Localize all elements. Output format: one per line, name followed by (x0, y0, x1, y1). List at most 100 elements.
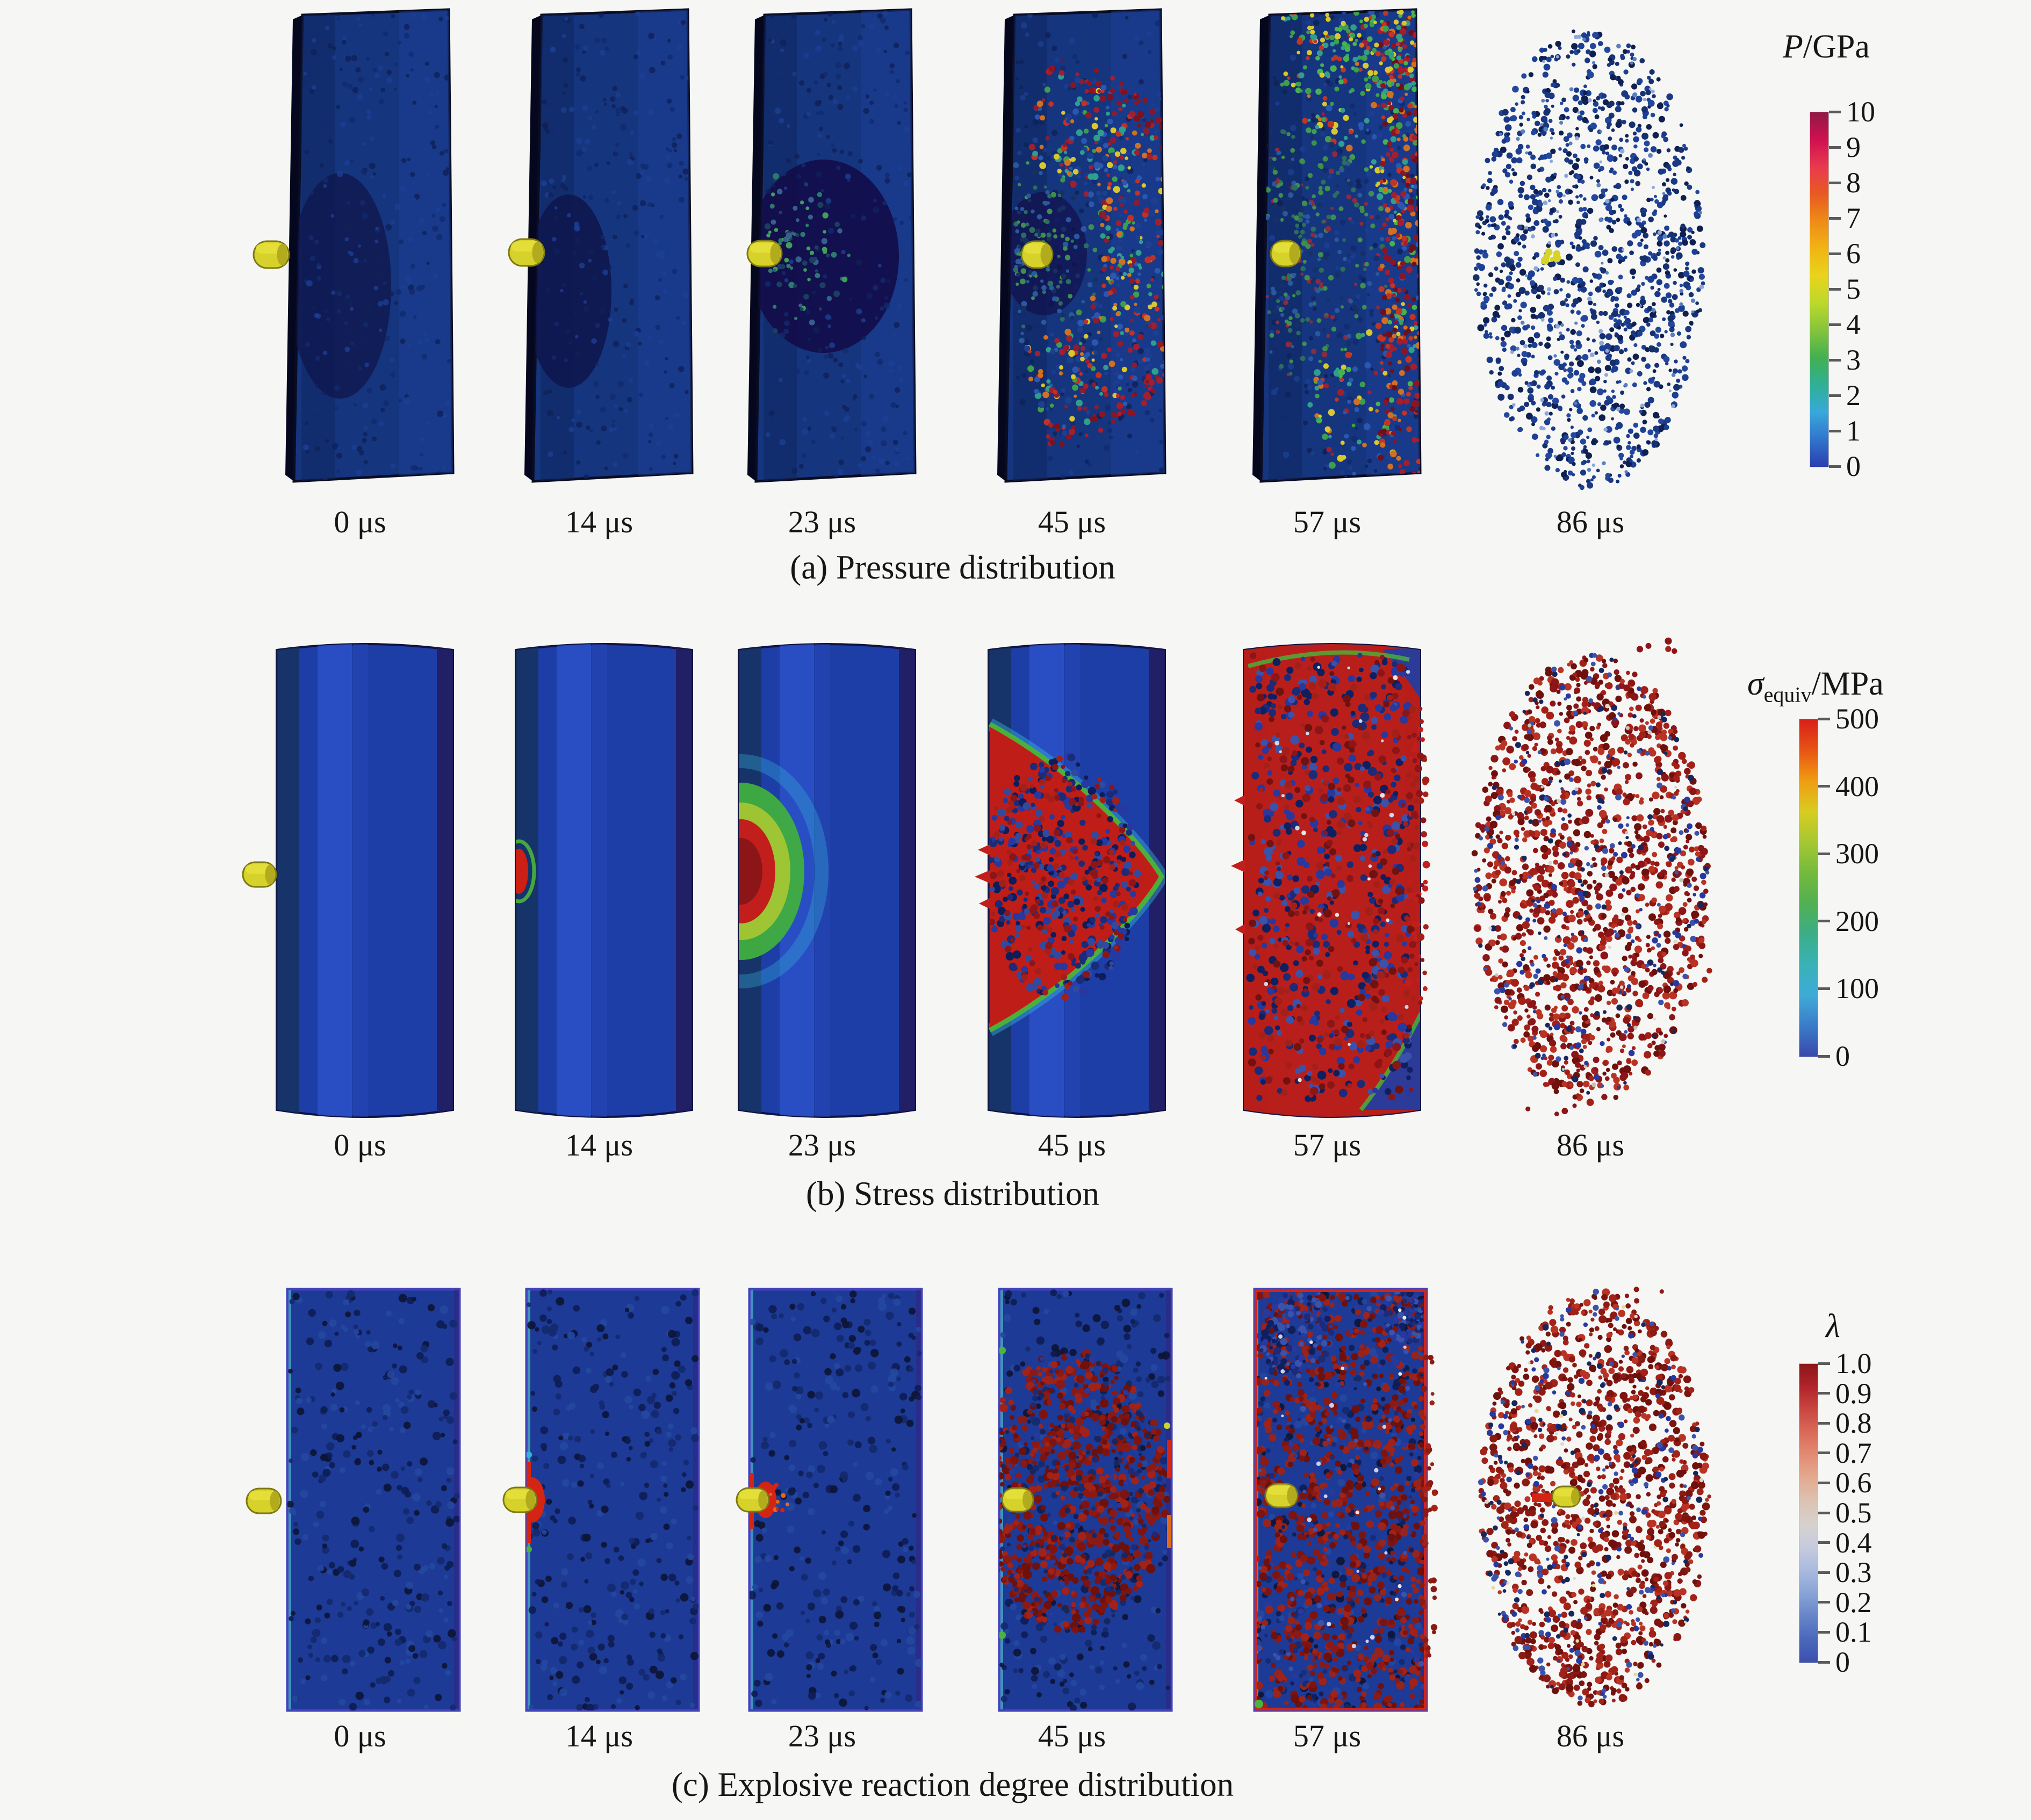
sim-render (1231, 643, 1430, 1118)
tick-mark (1818, 1481, 1830, 1484)
time-label: 14 μs (565, 1718, 633, 1753)
sim-render (242, 643, 454, 1118)
tick-label: 10 (1846, 96, 1875, 128)
tick-label: 1.0 (1835, 1347, 1872, 1380)
tick-label: 200 (1835, 905, 1879, 937)
colorbar-title-stress: σequiv/MPa (1747, 665, 1884, 707)
tick-mark (1829, 394, 1841, 397)
tick-label: 0 (1846, 450, 1861, 482)
time-label: 45 μs (1038, 1128, 1106, 1162)
sim-render (997, 8, 1166, 483)
sim-render (1252, 8, 1422, 483)
tick-label: 100 (1835, 972, 1879, 1005)
time-label: 14 μs (565, 504, 633, 539)
snapshot-stress-45us (950, 634, 1194, 1125)
tick-mark (1829, 465, 1841, 468)
colorbar-ticks-stress: 500 400 300 200 100 0 (1818, 704, 1926, 1071)
time-label: 57 μs (1293, 504, 1362, 539)
snapshot-stress-14us (477, 634, 722, 1125)
time-label: 57 μs (1293, 1128, 1362, 1162)
colorbar-stress (1799, 719, 1818, 1057)
symbol: σ (1747, 666, 1764, 702)
sim-render (736, 1288, 923, 1712)
sim-render (246, 1288, 461, 1712)
tick-mark (1818, 1571, 1830, 1574)
tick-label: 0.5 (1835, 1497, 1872, 1529)
tick-mark (1829, 216, 1841, 220)
sim-render (738, 643, 916, 1118)
tick-label: 8 (1846, 167, 1861, 199)
tick-label: 400 (1835, 770, 1879, 803)
tick-label: 300 (1835, 837, 1879, 870)
time-label: 23 μs (788, 504, 856, 539)
tick-label: 2 (1846, 379, 1861, 411)
tick-mark (1818, 1362, 1830, 1365)
tick-mark (1829, 146, 1841, 149)
time-label: 45 μs (1038, 1718, 1106, 1753)
sim-render (746, 8, 917, 483)
colorbar-title-pressure: P/GPa (1783, 28, 1870, 70)
colorbar-ticks-pressure: 10 9 8 7 6 5 4 3 2 1 0 (1829, 97, 1936, 481)
tick-mark (1818, 1451, 1830, 1455)
tick-label: 1 (1846, 415, 1861, 447)
snapshot-pressure-45us (950, 6, 1194, 514)
symbol-sub: equiv (1763, 682, 1812, 707)
snapshot-pressure-14us (477, 6, 722, 514)
sim-render (515, 643, 693, 1118)
time-label: 57 μs (1293, 1718, 1362, 1753)
tick-label: 500 (1835, 703, 1879, 735)
colorbar-ticks-reaction: 1.0 0.9 0.8 0.7 0.6 0.5 0.4 0.3 0.2 0.1 … (1818, 1349, 1926, 1677)
time-label: 0 μs (334, 1718, 386, 1753)
subfigure-caption: (a) Pressure distribution (790, 548, 1115, 586)
sim-render (508, 8, 694, 483)
tick-mark (1829, 358, 1841, 362)
tick-mark (1818, 1421, 1830, 1425)
tick-label: 0.2 (1835, 1586, 1872, 1619)
tick-label: 9 (1846, 131, 1861, 163)
colorbar-reaction (1799, 1363, 1818, 1663)
sim-render (502, 1288, 700, 1712)
tick-label: 0 (1835, 1040, 1850, 1072)
snapshot-reaction-14us (477, 1285, 722, 1715)
colorbar-title-reaction: λ (1826, 1308, 1840, 1349)
snapshot-pressure-86us (1468, 6, 1713, 514)
tick-mark (1818, 852, 1830, 855)
tick-label: 0.6 (1835, 1467, 1872, 1499)
tick-label: 0.4 (1835, 1526, 1872, 1559)
symbol: P (1783, 28, 1803, 65)
tick-label: 0 (1835, 1646, 1850, 1678)
tick-label: 0.8 (1835, 1407, 1872, 1440)
snapshot-pressure-0us (238, 6, 482, 514)
tick-mark (1818, 1630, 1830, 1634)
time-label: 45 μs (1038, 504, 1106, 539)
time-label: 0 μs (334, 1128, 386, 1162)
sim-render (1253, 1288, 1438, 1712)
unit: /GPa (1803, 28, 1870, 65)
tick-mark (1818, 1511, 1830, 1514)
sim-render (1471, 637, 1712, 1117)
time-label: 0 μs (334, 504, 386, 539)
time-label: 86 μs (1556, 504, 1625, 539)
tick-mark (1829, 287, 1841, 291)
sim-render (975, 643, 1166, 1118)
snapshot-stress-23us (700, 634, 945, 1125)
tick-mark (1829, 181, 1841, 184)
tick-mark (1818, 1392, 1830, 1395)
tick-label: 0.1 (1835, 1616, 1872, 1649)
snapshot-reaction-0us (238, 1285, 482, 1715)
snapshot-reaction-45us (950, 1285, 1194, 1715)
tick-mark (1818, 717, 1830, 720)
snapshot-stress-86us (1468, 634, 1713, 1125)
colorbar-pressure (1810, 112, 1829, 467)
tick-mark (1818, 1055, 1830, 1058)
tick-label: 0.3 (1835, 1556, 1872, 1589)
time-label: 86 μs (1556, 1718, 1625, 1753)
tick-label: 4 (1846, 308, 1861, 341)
time-label: 86 μs (1556, 1128, 1625, 1162)
sim-render (253, 8, 455, 483)
tick-mark (1818, 987, 1830, 990)
tick-label: 6 (1846, 237, 1861, 270)
tick-label: 3 (1846, 344, 1861, 376)
snapshot-stress-0us (238, 634, 482, 1125)
